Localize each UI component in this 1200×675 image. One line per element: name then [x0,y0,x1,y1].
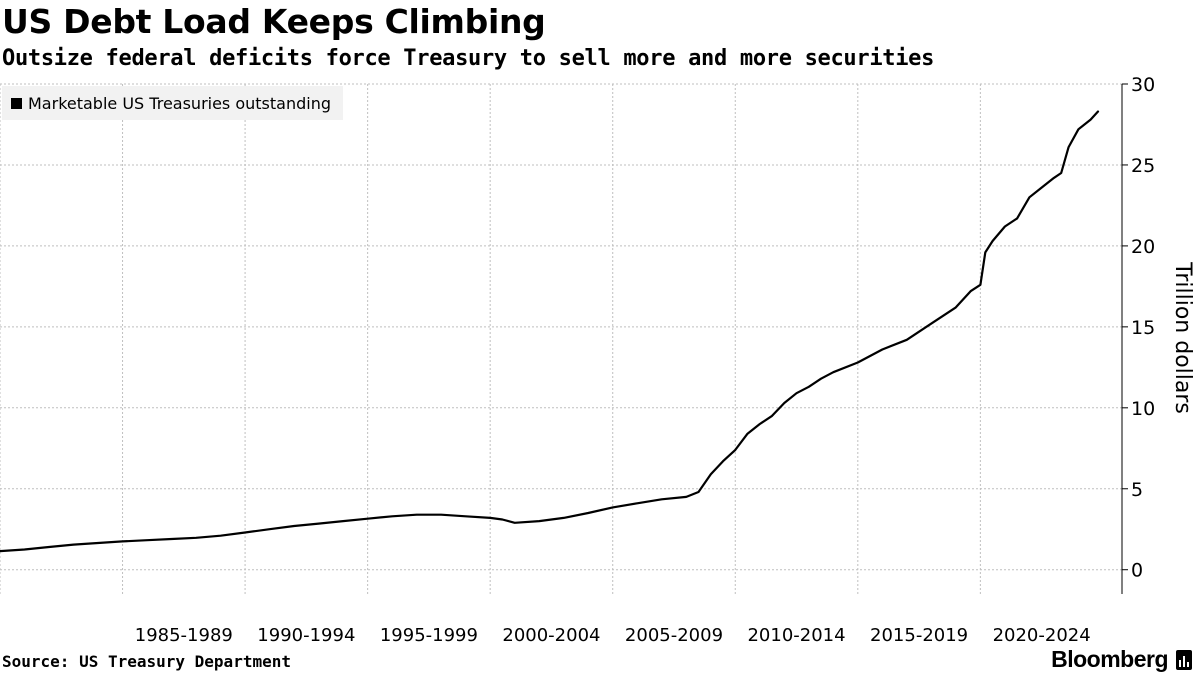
x-tick-label: 1990-1994 [257,625,355,646]
brand-name: Bloomberg [1051,646,1168,672]
y-tick-label: 15 [1131,317,1155,339]
y-axis-title: Trillion dollars [1170,261,1195,414]
y-tick-label: 10 [1131,398,1155,420]
axis-layer [1121,83,1128,594]
source-note: Source: US Treasury Department [2,652,291,671]
legend-swatch [11,97,22,109]
x-tick-label: 2010-2014 [747,625,845,646]
bloomberg-logo: Bloomberg [1051,646,1192,673]
y-tick-label: 20 [1131,236,1155,258]
legend-label: Marketable US Treasuries outstanding [28,93,332,113]
x-tick-label: 2015-2019 [870,625,968,646]
series-layer [0,110,1100,553]
x-tick-label: 2000-2004 [502,625,600,646]
chart-legend: Marketable US Treasuries outstanding [2,86,344,120]
x-tick-label: 2020-2024 [993,625,1091,646]
chart-subtitle: Outsize federal deficits force Treasury … [2,46,935,71]
y-tick-label: 5 [1131,479,1143,501]
bar-chart-icon [1176,649,1192,670]
y-tick-label: 0 [1131,560,1143,582]
series-line [0,110,1100,553]
y-tick-label: 30 [1131,74,1155,96]
chart-title: US Debt Load Keeps Climbing [2,2,546,41]
grid-layer [0,83,1122,594]
x-tick-label: 1995-1999 [380,625,478,646]
y-tick-label: 25 [1131,155,1155,177]
label-layer: 0 5 10 15 20 25 30 1985-1989 1990-1994 1995-1999 2… [135,74,1195,646]
x-tick-label: 2005-2009 [625,625,723,646]
x-tick-label: 1985-1989 [135,625,233,646]
